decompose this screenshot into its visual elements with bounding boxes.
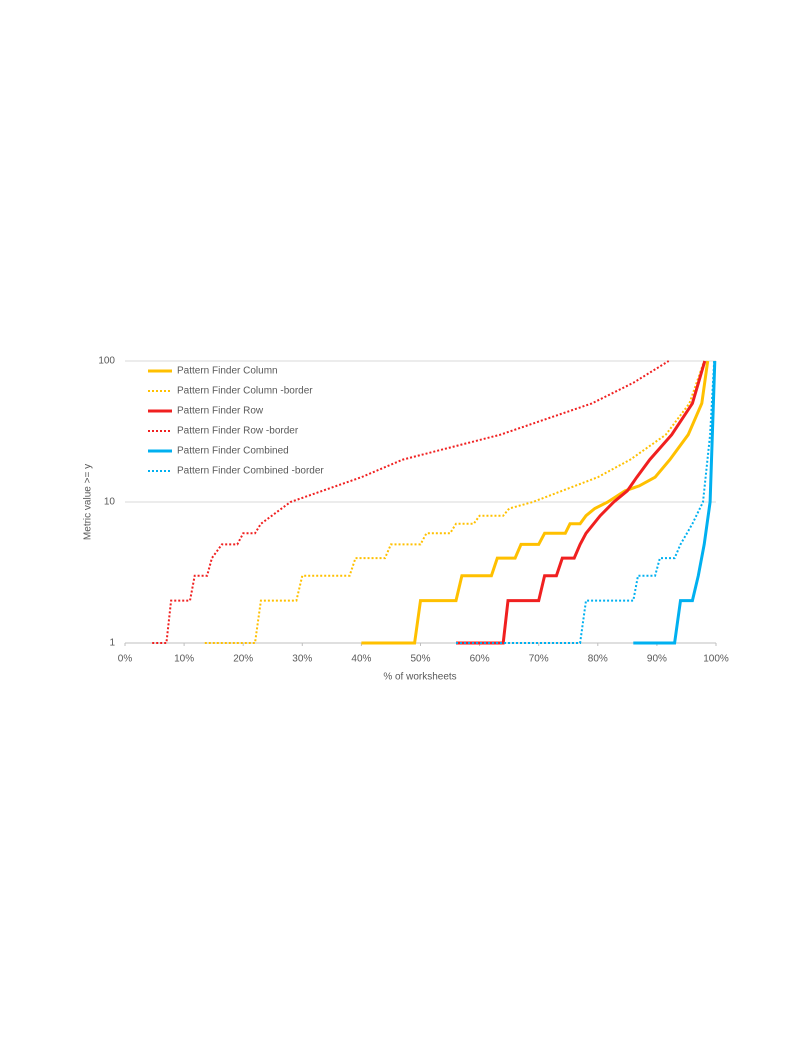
series-line (204, 360, 706, 644)
legend-label: Pattern Finder Column -border (177, 386, 313, 397)
y-tick-label: 100 (98, 356, 115, 367)
legend-label: Pattern Finder Column (177, 366, 278, 377)
x-axis-title: % of worksheets (383, 672, 456, 683)
legend-label: Pattern Finder Combined (177, 446, 289, 457)
series-line (456, 360, 707, 645)
y-tick-label: 1 (109, 638, 115, 649)
legend-label: Pattern Finder Combined -border (177, 466, 324, 477)
x-tick-label: 60% (470, 654, 490, 665)
x-tick-label: 40% (351, 654, 371, 665)
y-tick-label: 10 (104, 497, 116, 508)
x-tick-label: 70% (529, 654, 549, 665)
y-axis-title: Metric value >= y (83, 464, 94, 540)
x-tick-label: 10% (174, 654, 194, 665)
x-tick-label: 30% (292, 654, 312, 665)
series-line (633, 360, 717, 645)
series-line (152, 360, 670, 644)
x-tick-label: 0% (118, 654, 133, 665)
x-tick-label: 50% (410, 654, 430, 665)
legend-label: Pattern Finder Row (177, 406, 264, 417)
x-tick-label: 80% (588, 654, 608, 665)
series-line (456, 360, 716, 644)
legend-label: Pattern Finder Row -border (177, 426, 299, 437)
x-tick-label: 20% (233, 654, 253, 665)
x-tick-label: 90% (647, 654, 667, 665)
x-tick-label: 100% (703, 654, 729, 665)
series-line (361, 360, 710, 645)
